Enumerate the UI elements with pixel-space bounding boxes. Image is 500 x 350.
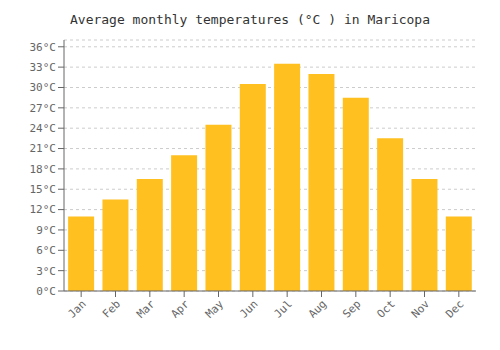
svg-text:Dec: Dec [443,297,466,320]
svg-text:9°C: 9°C [36,224,56,237]
svg-text:33°C: 33°C [30,61,57,74]
svg-text:12°C: 12°C [30,203,57,216]
svg-text:27°C: 27°C [30,102,57,115]
svg-text:18°C: 18°C [30,163,57,176]
svg-text:21°C: 21°C [30,142,57,155]
svg-text:Sep: Sep [340,297,363,320]
svg-text:Aug: Aug [306,297,329,320]
svg-text:Jun: Jun [237,297,260,320]
svg-text:3°C: 3°C [36,265,56,278]
svg-text:30°C: 30°C [30,81,57,94]
svg-text:May: May [203,297,227,321]
svg-text:15°C: 15°C [30,183,57,196]
svg-text:Oct: Oct [375,297,398,320]
svg-text:Jul: Jul [272,297,295,320]
svg-text:Mar: Mar [134,297,158,321]
svg-text:36°C: 36°C [30,41,57,54]
svg-text:6°C: 6°C [36,244,56,257]
svg-text:Feb: Feb [100,297,123,320]
svg-text:24°C: 24°C [30,122,57,135]
svg-text:Nov: Nov [409,297,433,321]
svg-text:Apr: Apr [169,297,193,321]
html-text:Average monthly temperatures (: Average monthly temperatures (°C ) in Ma… [70,12,430,27]
svg-text:Jan: Jan [66,297,89,320]
svg-text:0°C: 0°C [36,285,56,298]
